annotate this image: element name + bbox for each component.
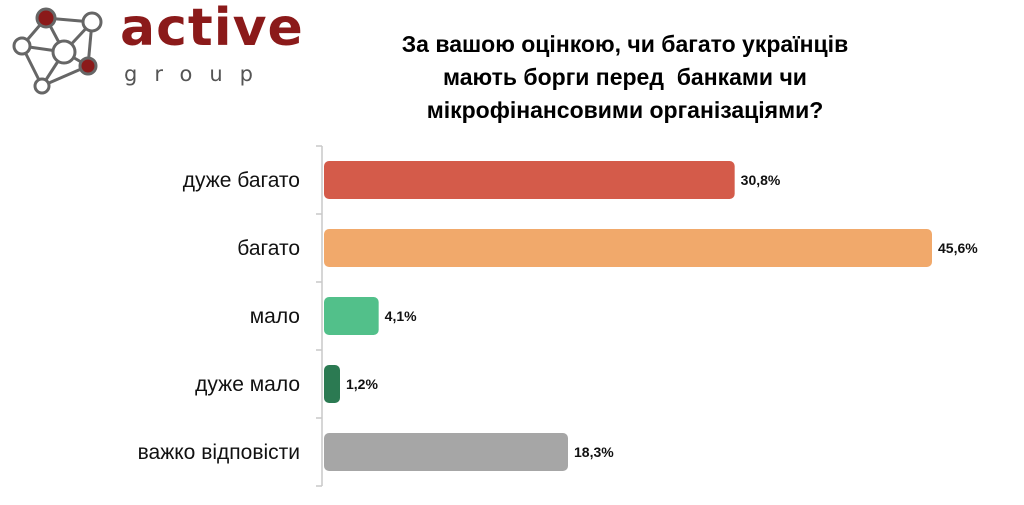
bar — [324, 229, 932, 267]
category-label: важко відповісти — [138, 441, 300, 464]
chart-title-line: мають борги перед банками чи — [443, 64, 807, 90]
data-label: 45,6% — [938, 240, 978, 256]
category-label: дуже багато — [183, 169, 300, 192]
data-label: 1,2% — [346, 376, 378, 392]
data-label: 30,8% — [741, 172, 781, 188]
bar — [324, 365, 340, 403]
data-label: 4,1% — [385, 308, 417, 324]
chart-title-line: За вашою оцінкою, чи багато українців — [401, 31, 849, 57]
logo-wordmark: active — [120, 0, 304, 58]
bar — [324, 433, 568, 471]
chart-title-line: мікрофінансовими організаціями? — [426, 97, 824, 123]
network-logo-icon — [12, 7, 103, 95]
bar — [324, 161, 735, 199]
category-label: дуже мало — [195, 373, 300, 396]
category-label: мало — [250, 305, 300, 328]
logo-subtitle: group — [124, 62, 270, 86]
bar — [324, 297, 379, 335]
company-logo: active group — [0, 0, 303, 100]
chart-title: За вашою оцінкою, чи багато українців ма… — [345, 28, 905, 127]
category-label: багато — [237, 237, 300, 260]
data-label: 18,3% — [574, 444, 614, 460]
bar-chart: дуже багато 30,8% багато 45,6% мало 4,1% дуже … — [138, 145, 978, 487]
